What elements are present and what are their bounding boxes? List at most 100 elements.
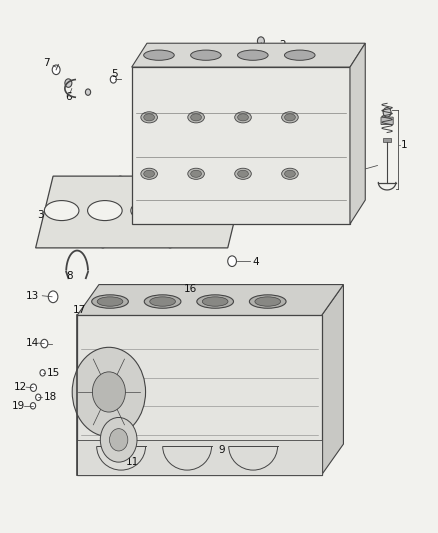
- Polygon shape: [132, 67, 350, 224]
- Circle shape: [191, 140, 201, 151]
- Circle shape: [184, 176, 191, 184]
- Ellipse shape: [282, 168, 298, 179]
- Circle shape: [329, 379, 336, 386]
- Polygon shape: [35, 176, 245, 248]
- Ellipse shape: [97, 297, 123, 306]
- Circle shape: [240, 51, 247, 60]
- Circle shape: [329, 339, 336, 346]
- Polygon shape: [77, 316, 321, 475]
- Circle shape: [30, 384, 36, 391]
- Ellipse shape: [249, 295, 286, 308]
- Ellipse shape: [188, 168, 205, 179]
- Circle shape: [52, 65, 60, 75]
- Circle shape: [238, 140, 248, 151]
- Ellipse shape: [144, 114, 155, 121]
- Polygon shape: [77, 285, 343, 316]
- Polygon shape: [321, 285, 343, 475]
- Circle shape: [117, 176, 124, 184]
- Ellipse shape: [285, 170, 295, 177]
- Ellipse shape: [235, 112, 251, 123]
- Text: 18: 18: [43, 392, 57, 402]
- Ellipse shape: [255, 297, 281, 306]
- Ellipse shape: [174, 200, 208, 221]
- Ellipse shape: [144, 50, 174, 60]
- Circle shape: [228, 256, 237, 266]
- Circle shape: [199, 456, 205, 463]
- Text: 11: 11: [126, 457, 139, 467]
- Circle shape: [117, 413, 124, 421]
- Circle shape: [145, 51, 152, 60]
- Circle shape: [56, 178, 63, 187]
- Bar: [383, 138, 391, 142]
- Circle shape: [41, 340, 48, 348]
- Text: 12: 12: [14, 382, 27, 392]
- Circle shape: [329, 419, 336, 426]
- Ellipse shape: [285, 114, 295, 121]
- Ellipse shape: [282, 112, 298, 123]
- Ellipse shape: [88, 200, 122, 221]
- Circle shape: [100, 417, 137, 462]
- Text: 2: 2: [279, 41, 286, 50]
- FancyBboxPatch shape: [381, 117, 393, 125]
- Circle shape: [39, 238, 46, 247]
- Circle shape: [337, 51, 344, 60]
- Circle shape: [174, 285, 181, 294]
- Ellipse shape: [285, 50, 315, 60]
- Ellipse shape: [238, 170, 248, 177]
- Text: 16: 16: [184, 285, 198, 294]
- Text: 4: 4: [253, 257, 259, 267]
- Circle shape: [186, 456, 192, 463]
- Ellipse shape: [202, 297, 228, 306]
- Circle shape: [144, 140, 154, 151]
- Text: 6: 6: [65, 92, 72, 102]
- Text: 1: 1: [401, 140, 407, 150]
- Circle shape: [99, 239, 106, 248]
- Ellipse shape: [131, 200, 166, 221]
- Text: 15: 15: [46, 368, 60, 378]
- Circle shape: [383, 108, 391, 117]
- Circle shape: [85, 89, 91, 95]
- Polygon shape: [77, 440, 321, 475]
- Ellipse shape: [144, 295, 181, 308]
- Ellipse shape: [235, 168, 251, 179]
- Polygon shape: [132, 43, 365, 67]
- Ellipse shape: [188, 112, 205, 123]
- Ellipse shape: [141, 112, 157, 123]
- Circle shape: [258, 37, 265, 45]
- Text: 19: 19: [12, 401, 25, 411]
- Circle shape: [110, 429, 128, 451]
- Circle shape: [166, 239, 173, 248]
- Ellipse shape: [141, 168, 157, 179]
- Text: 13: 13: [26, 290, 39, 301]
- Circle shape: [48, 291, 58, 303]
- Text: 5: 5: [111, 69, 118, 79]
- Ellipse shape: [191, 50, 221, 60]
- Circle shape: [72, 348, 145, 437]
- Circle shape: [30, 402, 35, 409]
- Ellipse shape: [237, 50, 268, 60]
- Ellipse shape: [144, 170, 155, 177]
- Circle shape: [193, 51, 200, 60]
- Ellipse shape: [191, 170, 201, 177]
- Ellipse shape: [238, 114, 248, 121]
- Text: 14: 14: [26, 338, 39, 348]
- Circle shape: [40, 369, 45, 376]
- Circle shape: [65, 79, 72, 87]
- Circle shape: [110, 76, 117, 83]
- Text: 3: 3: [37, 211, 43, 221]
- Circle shape: [92, 372, 125, 412]
- Text: 8: 8: [66, 271, 73, 281]
- Ellipse shape: [191, 114, 201, 121]
- Text: 17: 17: [73, 304, 86, 314]
- Text: 7: 7: [43, 58, 50, 68]
- Polygon shape: [350, 43, 365, 224]
- Text: 9: 9: [218, 445, 225, 455]
- Circle shape: [35, 394, 41, 400]
- Circle shape: [145, 462, 151, 469]
- Ellipse shape: [44, 200, 79, 221]
- Circle shape: [285, 140, 295, 151]
- Ellipse shape: [92, 295, 128, 308]
- Circle shape: [130, 462, 136, 469]
- Circle shape: [237, 178, 244, 187]
- Circle shape: [220, 238, 227, 247]
